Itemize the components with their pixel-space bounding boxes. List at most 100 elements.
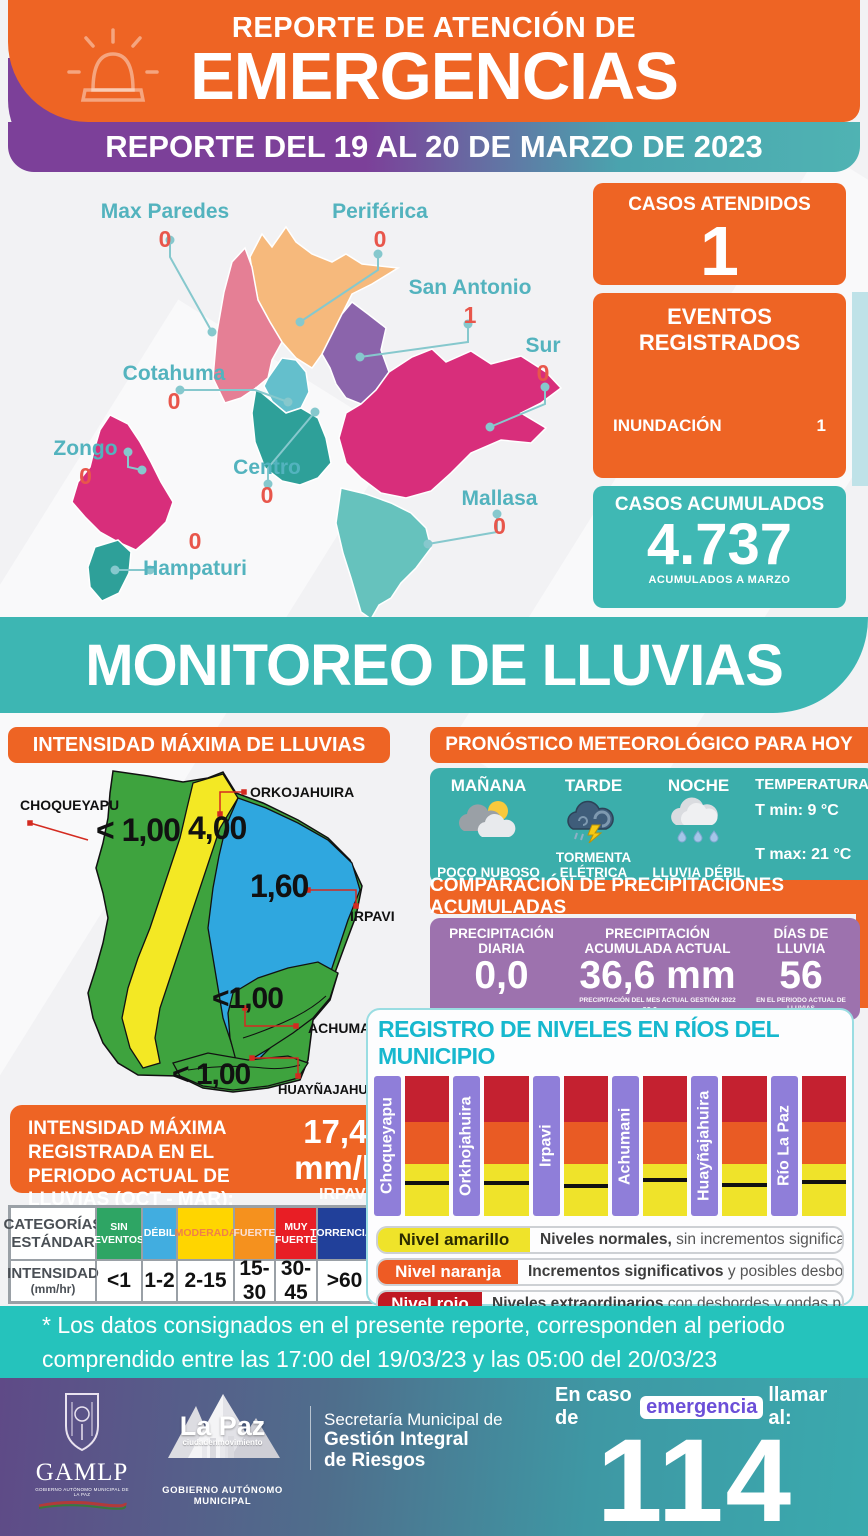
district-label-sur: Sur 0: [525, 334, 561, 386]
precipitation-section-header: COMPARACIÓN DE PRECIPITACIONES ACUMULADA…: [430, 875, 868, 918]
max-intensity-station: IRPAVI: [319, 1186, 370, 1203]
precip-daily: PRECIPITACIÓN DIARIA 0,0 mm *PUNTO DE RE…: [443, 926, 560, 1062]
basin-value-huaynajahuira: < 1,00: [172, 1058, 251, 1091]
basin-label-huaynajahuira: HUAYÑAJAHUIRA: [278, 1082, 391, 1097]
river-bar-achumani: [642, 1076, 688, 1216]
water-level-line: [484, 1181, 529, 1186]
river-bar-huaynajahuira: [722, 1076, 767, 1216]
category-torrencial: TORRENCIAL: [310, 1207, 379, 1260]
category-moderada: MODERADA: [175, 1207, 236, 1260]
emergency-highlight: emergencia: [640, 1395, 764, 1419]
basin-label-achumani: ACHUMANI: [308, 1020, 385, 1036]
river-label: Huayñajahuira: [691, 1076, 719, 1216]
river-bar-rio-la-paz: [801, 1076, 846, 1216]
report-note: * Los datos consignados en el presente r…: [42, 1311, 785, 1373]
legend-row-orange: Nivel naranja Incrementos significativos…: [376, 1258, 844, 1286]
rain-monitoring-title: MONITOREO DE LLUVIAS: [85, 632, 784, 698]
map-connectors: [110, 235, 550, 575]
basin-label-choqueyapu: CHOQUEYAPU: [20, 797, 120, 813]
event-row: INUNDACIÓN 1: [593, 416, 846, 436]
accumulated-card: CASOS ACUMULADOS 4.737 ACUMULADOS A MARZ…: [593, 486, 846, 608]
event-label: INUNDACIÓN: [613, 416, 722, 435]
district-map: [71, 225, 563, 620]
cases-attended-card: CASOS ATENDIDOS 1: [593, 183, 846, 290]
river-levels-panel: REGISTRO DE NIVELES EN RÍOS DEL MUNICIPI…: [366, 1008, 854, 1350]
rain-days: DÍAS DE LLUVIA 56 EN EL PERIODO ACTUAL D…: [756, 926, 846, 1012]
emergency-call-block: En caso de emergencia llamar al: 114: [555, 1384, 835, 1536]
basin-map: [27, 770, 363, 1093]
district-shape-hampaturi: [87, 539, 132, 602]
lapaz-mountains-icon: [167, 1394, 280, 1458]
accumulated-value: 4.737: [646, 512, 793, 577]
district-label-periferica: Periférica 0: [332, 200, 428, 252]
district-shape-sur: [338, 348, 563, 499]
river-label: Río La Paz: [770, 1076, 798, 1216]
district-shape-zongo: [71, 414, 174, 551]
category-debil: DÉBIL: [142, 1207, 177, 1260]
river-bar-orkhojahuira: [484, 1076, 529, 1216]
district-label-max-paredes: Max Paredes 0: [100, 200, 230, 252]
water-level-line: [563, 1184, 608, 1188]
water-level-line: [801, 1179, 846, 1184]
cases-attended-value: 1: [700, 212, 739, 290]
event-value: 1: [816, 416, 826, 435]
district-label-cotahuma: Cotahuma 0: [122, 362, 226, 414]
intensity-categories-table: CATEGORÍAS ESTÁNDAR SIN EVENTOS DÉBIL MO…: [4, 1205, 379, 1304]
report-note-band: * Los datos consignados en el presente r…: [0, 1306, 868, 1378]
water-level-line: [642, 1178, 688, 1183]
forecast-morning: MAÑANA POCO NUBOSO: [437, 776, 540, 880]
basin-value-orkojahuira: 4,00: [188, 810, 247, 846]
header-banner: REPORTE DE ATENCIÓN DE EMERGENCIAS: [8, 0, 860, 122]
category-muy-fuerte: MUY FUERTE: [275, 1207, 317, 1260]
temp-min: T min: 9 °C: [755, 802, 839, 819]
footer: GAMLP GOBIERNO AUTÓNOMO MUNICIPAL DE LA …: [0, 1378, 868, 1536]
gamlp-shield-icon: [65, 1393, 99, 1452]
range-debil: 1-2: [142, 1260, 177, 1302]
events-card: EVENTOS REGISTRADOS INUNDACIÓN 1: [593, 293, 846, 478]
report-kicker: REPORTE DE ATENCIÓN DE: [231, 12, 637, 44]
report-title: EMERGENCIAS: [190, 39, 679, 114]
district-label-centro: Centro 0: [233, 456, 301, 508]
basin-shape-orkojahuira: [121, 773, 239, 1069]
river-label: Choqueyapu: [374, 1076, 401, 1216]
basin-value-irpavi: 1,60: [250, 868, 309, 904]
basin-label-irpavi: IRPAVI: [350, 908, 395, 924]
secretary-block: Secretaría Municipal de Gestión Integral…: [324, 1410, 503, 1471]
storm-icon: [566, 800, 614, 843]
gamlp-logo: GAMLP GOBIERNO AUTÓNOMO MUNICIPAL DE LA …: [32, 1392, 132, 1515]
cases-attended-title: CASOS ATENDIDOS: [628, 194, 811, 215]
emergency-number: 114: [596, 1415, 794, 1536]
temp-max: T max: 21 °C: [755, 846, 852, 863]
water-level-line: [405, 1181, 450, 1186]
siren-icon: [67, 28, 159, 102]
forecast-afternoon: TARDE TORMENTA ELÉTRICA: [555, 776, 632, 880]
river-label: Orkhojahuira: [453, 1076, 481, 1216]
accumulated-caption: ACUMULADOS A MARZO: [648, 574, 791, 586]
precip-accumulated: PRECIPITACIÓN ACUMULADA ACTUAL 36,6 mm P…: [567, 926, 748, 1014]
forecast-section-header: PRONÓSTICO METEOROLÓGICO PARA HOY: [430, 727, 868, 763]
basin-label-orkojahuira: ORKOJAHUIRA: [250, 784, 355, 800]
river-bar-irpavi: [563, 1076, 608, 1216]
category-sin-eventos: SIN EVENTOS: [94, 1207, 144, 1260]
precipitation-panel: PRECIPITACIÓN DIARIA 0,0 mm *PUNTO DE RE…: [430, 918, 860, 1062]
legend-row-yellow: Nivel amarillo Niveles normales, sin inc…: [376, 1226, 844, 1254]
range-muy-fuerte: 30-45: [275, 1257, 317, 1304]
district-label-san-antonio: San Antonio 1: [408, 276, 532, 328]
intensity-section-header: INTENSIDAD MÁXIMA DE LLUVIAS: [8, 727, 390, 763]
rain-icon: [670, 797, 719, 843]
district-shape-mallasa: [335, 487, 432, 620]
district-label-zongo: Zongo 0: [53, 437, 118, 489]
district-shape-centro: [251, 386, 332, 486]
river-bar-choqueyapu: [405, 1076, 450, 1216]
report-date-text: REPORTE DEL 19 AL 20 DE MARZO DE 2023: [105, 129, 763, 164]
range-fuerte: 15-30: [234, 1257, 275, 1304]
categories-header-cell: CATEGORÍAS ESTÁNDAR: [4, 1207, 102, 1260]
district-shape-san-antonio: [321, 300, 390, 405]
category-fuerte: FUERTE: [234, 1207, 276, 1260]
gamlp-ribbon-icon: [38, 1500, 127, 1510]
river-levels-chart: Choqueyapu Orkhojahuira Irpavi Achumani …: [368, 1070, 852, 1216]
district-label-hampaturi: Hampaturi 0: [143, 528, 247, 580]
lapaz-logo: La Paz ciudadenmovimiento GOBIERNO AUTÓN…: [150, 1388, 295, 1507]
river-label: Irpavi: [532, 1076, 560, 1216]
basin-shape-achumani: [227, 961, 339, 1070]
